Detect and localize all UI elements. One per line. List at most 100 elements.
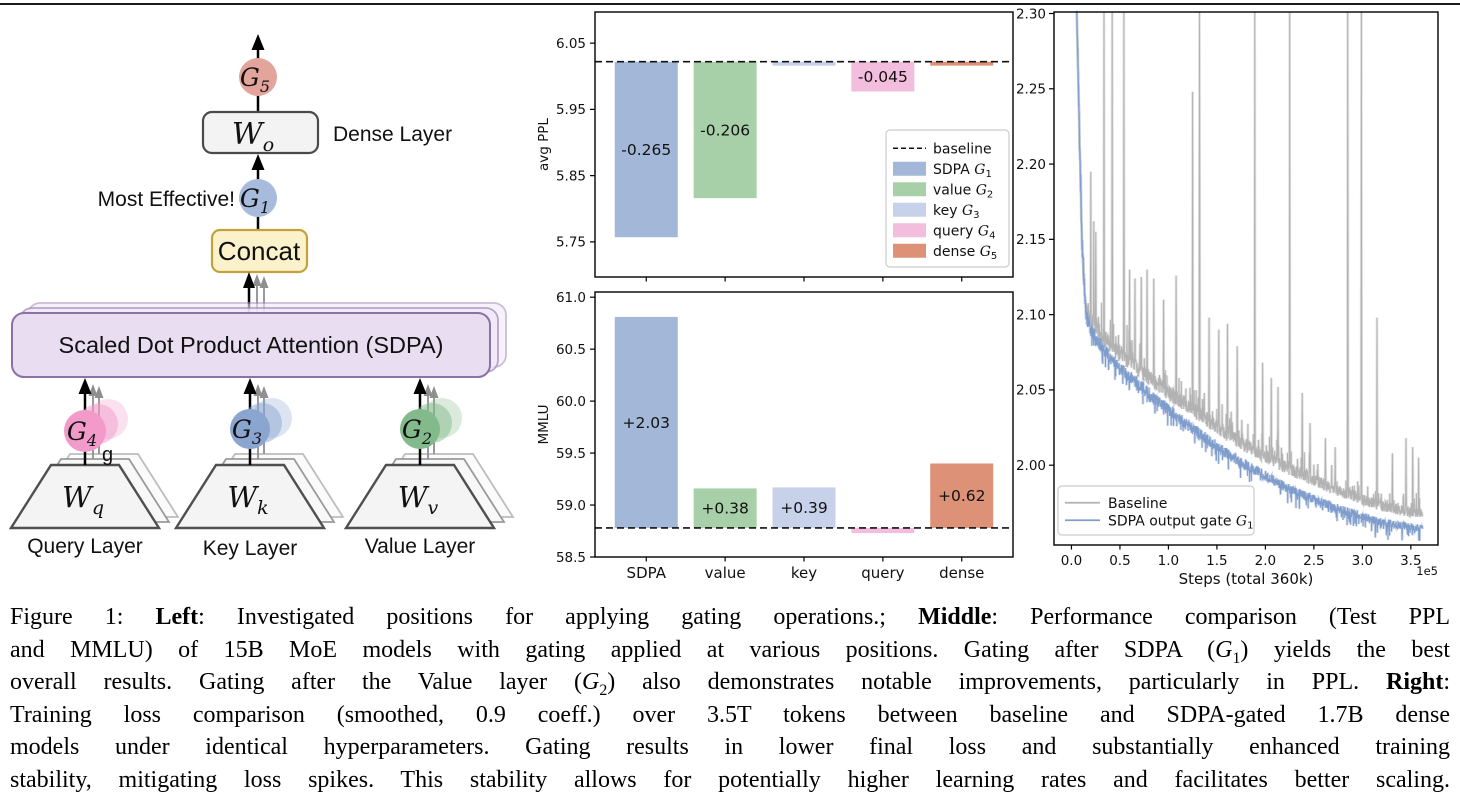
bar-query: [851, 527, 915, 534]
bar-key: [772, 61, 836, 66]
wk-trapezoid: [173, 463, 327, 530]
x-axis-label: Steps (total 360k): [1179, 570, 1314, 588]
x-tick-label: key: [791, 564, 817, 582]
wo-label: Wo: [232, 117, 274, 156]
bar-value-label: -0.045: [858, 68, 908, 86]
y-axis-label: avg PPL: [536, 118, 552, 171]
sdpa-box: [11, 312, 491, 378]
avg-ppl-bar-chart: -0.265 -0.206 -0.045 6.05 5.95 5.85 5.75 avg PP…: [536, 11, 1014, 282]
key-projection-stack: [173, 453, 345, 530]
y-tick-label: 5.75: [556, 235, 586, 251]
caption-line: stability, mitigating loss spikes. This …: [10, 764, 1450, 797]
x-tick-label: 0.0: [1061, 553, 1082, 569]
legend-color-patch: [893, 182, 926, 197]
bar-SDPA: [614, 316, 678, 528]
caption-text: 1: [1232, 649, 1241, 667]
gate-g1-circle: [239, 179, 277, 217]
g1-arrow-head: [251, 154, 265, 170]
bar-value-label: +0.62: [938, 487, 986, 505]
most-effective-label: Most Effective!: [98, 188, 235, 211]
caption-line: Figure 1: Left: Investigated positions f…: [10, 601, 1450, 634]
y-tick-label: 2.25: [1016, 82, 1046, 98]
caption-text: Middle: [918, 604, 992, 630]
caption-line: Training loss comparison (smoothed, 0.9 …: [10, 699, 1450, 732]
stray-g-label: g: [102, 444, 113, 466]
caption-text: : Investigated positions for applying ga…: [198, 604, 919, 630]
bar-value-label: -0.206: [700, 121, 750, 139]
bar-value-label: +0.38: [701, 500, 749, 518]
concat-label: Concat: [218, 236, 301, 266]
plot-border: [1053, 11, 1439, 546]
wk-label: Wk: [227, 480, 268, 519]
sdpa-concat-arrowhead-ghost1: [252, 274, 262, 286]
x-tick-label: 3.0: [1352, 553, 1373, 569]
gate-g1-label: G1: [240, 184, 270, 217]
bar-dense: [930, 463, 994, 528]
gate-g2-circle: [400, 409, 440, 449]
loss-series-1: [1075, 11, 1423, 541]
caption-line: and MMLU) of 15B MoE models with gating …: [10, 634, 1450, 667]
caption-text: : Performance comparison (Test PPL: [991, 604, 1451, 630]
loss-series-0: [1075, 11, 1423, 518]
caption-text: ) yields the best: [1240, 636, 1450, 663]
x-tick-label: query: [861, 564, 904, 582]
legend-label: SDPA G1: [933, 162, 992, 180]
y-tick-label: 60.0: [556, 394, 586, 410]
sdpa-concat-arrowhead: [243, 272, 255, 288]
y-tick-label: 58.5: [556, 550, 586, 566]
bar-value-label: +2.03: [623, 414, 671, 432]
y-tick-label: 59.5: [556, 446, 586, 462]
gate-g5-label: G5: [240, 63, 270, 96]
y-tick-label: 2.05: [1016, 383, 1046, 399]
x-tick-label: 2.5: [1303, 553, 1324, 569]
bar-value-label: +0.39: [780, 499, 828, 517]
y-tick-label: 2.30: [1016, 6, 1046, 22]
caption-text: :: [1443, 669, 1451, 696]
legend-label: dense G5: [933, 244, 997, 262]
gate-g2-label: G2: [402, 415, 432, 448]
wv-trapezoid: [343, 463, 497, 530]
x-tick-label: 3.5: [1400, 553, 1421, 569]
caption-math-symbol: G: [1215, 636, 1233, 663]
caption-text: stability, mitigating loss spikes. This …: [10, 766, 1450, 793]
legend-label: Baseline: [1108, 496, 1167, 512]
x-tick-label: 0.5: [1109, 553, 1130, 569]
legend-label: SDPA output gate G1: [1108, 513, 1253, 531]
wv-label: Wv: [398, 480, 439, 519]
caption-text: ) also demonstrates notable improvements…: [607, 669, 1386, 696]
value-layer-label: Value Layer: [365, 535, 476, 558]
y-tick-label: 5.95: [556, 102, 586, 118]
legend-label: value G2: [933, 182, 993, 200]
gate-g4-circle: [64, 410, 106, 452]
legend-box: [1057, 485, 1255, 536]
y-tick-label: 6.05: [556, 36, 586, 52]
caption-text: 2: [599, 681, 608, 699]
legend-color-patch: [893, 223, 926, 238]
bar-value: [693, 61, 757, 199]
y-tick-label: 2.15: [1016, 232, 1046, 248]
mmlu-bar-chart: +2.03 +0.38 +0.39 +0.62 61.0 60.5 60.0 59.5 59.0…: [536, 290, 1014, 582]
bar-query: [851, 61, 915, 92]
bar-value-label: -0.265: [621, 141, 671, 159]
gate-g3-label: G3: [232, 415, 262, 448]
wq-trapezoid: [8, 463, 162, 530]
output-arrow-head: [251, 34, 265, 50]
bar-key: [772, 487, 836, 528]
x-tick-label: 1.5: [1206, 553, 1227, 569]
legend-color-patch: [893, 161, 926, 176]
y-tick-label: 2.20: [1016, 157, 1046, 173]
caption-text: Figure 1:: [10, 604, 156, 630]
axis-offset-label: 1e5: [1416, 564, 1438, 578]
legend-color-patch: [893, 243, 926, 258]
x-tick-label: SDPA: [627, 564, 667, 582]
x-tick-label: 1.0: [1158, 553, 1179, 569]
x-tick-label: dense: [939, 564, 984, 582]
loss-series-band-1: [1075, 10, 1424, 541]
gate-g3-circle: [230, 409, 270, 449]
y-tick-label: 60.5: [556, 342, 586, 358]
y-tick-label: 59.0: [556, 498, 586, 514]
query-layer-label: Query Layer: [27, 535, 143, 558]
top-rule: [0, 3, 1460, 5]
bar-value: [693, 488, 757, 528]
training-loss-chart: 2.30 2.25 2.20 2.15 2.10 2.05 2.00 0.0 0.5 1.0 1.5…: [1016, 6, 1439, 588]
